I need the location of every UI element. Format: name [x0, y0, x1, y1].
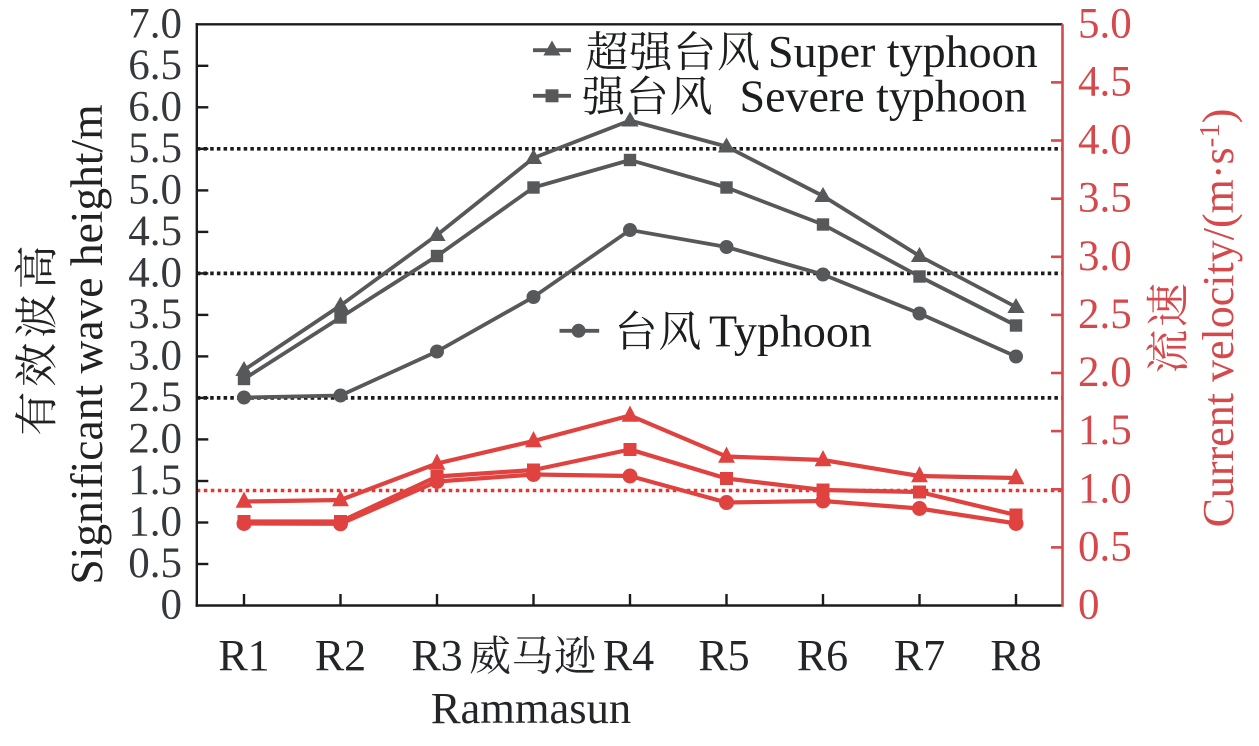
svg-text:5.0: 5.0: [1078, 0, 1132, 47]
svg-text:Significant wave height/m: Significant wave height/m: [61, 104, 112, 584]
svg-text:3.0: 3.0: [1078, 233, 1132, 280]
svg-text:Rammasun: Rammasun: [431, 683, 631, 733]
svg-text:1.0: 1.0: [1078, 465, 1132, 512]
svg-text:2.5: 2.5: [128, 374, 182, 421]
svg-text:R1: R1: [218, 631, 269, 680]
svg-text:R5: R5: [698, 631, 749, 680]
svg-text:R6: R6: [797, 631, 848, 680]
svg-text:Current velocity/(m·s-1): Current velocity/(m·s-1): [1194, 109, 1243, 528]
svg-text:R3: R3: [411, 631, 462, 680]
svg-text:R8: R8: [990, 631, 1041, 680]
svg-text:R4: R4: [603, 631, 654, 680]
svg-text:2.5: 2.5: [1078, 291, 1132, 338]
svg-text:R2: R2: [315, 631, 366, 680]
svg-text:4.5: 4.5: [128, 208, 182, 255]
svg-text:5.0: 5.0: [128, 166, 182, 213]
svg-text:0: 0: [161, 582, 183, 629]
svg-text:0.5: 0.5: [1078, 523, 1132, 570]
svg-text:4.5: 4.5: [1078, 58, 1132, 105]
svg-text:R7: R7: [894, 631, 945, 680]
svg-text:Severe typhoon: Severe typhoon: [740, 70, 1027, 121]
svg-text:1.5: 1.5: [128, 457, 182, 504]
svg-text:1.5: 1.5: [1078, 407, 1132, 454]
svg-text:Typhoon: Typhoon: [709, 306, 872, 357]
svg-text:0.5: 0.5: [128, 540, 182, 587]
svg-text:2.0: 2.0: [1078, 349, 1132, 396]
svg-text:4.0: 4.0: [1078, 117, 1132, 164]
svg-text:4.0: 4.0: [128, 249, 182, 296]
svg-text:Super typhoon: Super typhoon: [768, 26, 1038, 77]
svg-text:1.0: 1.0: [128, 499, 182, 546]
svg-text:6.0: 6.0: [128, 83, 182, 130]
svg-text:5.5: 5.5: [128, 125, 182, 172]
svg-text:3.5: 3.5: [128, 291, 182, 338]
svg-text:6.5: 6.5: [128, 42, 182, 89]
svg-text:0: 0: [1078, 582, 1100, 629]
svg-text:7.0: 7.0: [128, 0, 182, 47]
svg-text:2.0: 2.0: [128, 415, 182, 462]
svg-text:3.0: 3.0: [128, 332, 182, 379]
svg-text:3.5: 3.5: [1078, 175, 1132, 222]
